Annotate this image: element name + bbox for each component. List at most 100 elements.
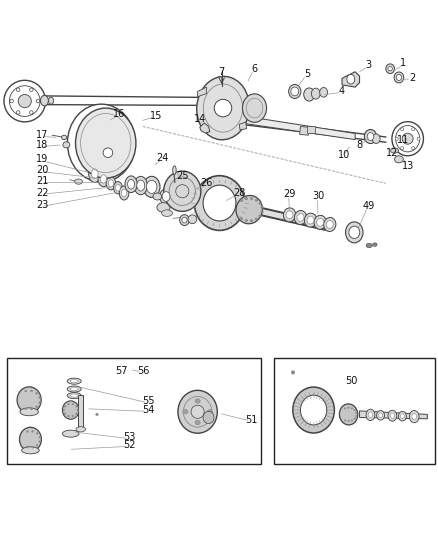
Ellipse shape [27, 446, 28, 448]
Text: 19: 19 [36, 154, 48, 164]
Ellipse shape [48, 97, 53, 104]
Text: 26: 26 [200, 179, 212, 188]
Ellipse shape [20, 408, 38, 416]
Ellipse shape [346, 75, 354, 84]
Ellipse shape [339, 404, 357, 425]
Text: 49: 49 [361, 201, 374, 211]
Ellipse shape [177, 390, 217, 433]
Ellipse shape [292, 387, 334, 433]
Ellipse shape [260, 211, 263, 213]
Ellipse shape [67, 378, 81, 384]
Ellipse shape [244, 198, 247, 200]
Ellipse shape [70, 379, 78, 383]
Ellipse shape [127, 180, 134, 189]
Ellipse shape [39, 441, 41, 442]
Ellipse shape [343, 408, 345, 409]
Ellipse shape [62, 430, 79, 437]
Ellipse shape [62, 401, 79, 419]
Ellipse shape [350, 408, 352, 409]
Ellipse shape [125, 176, 137, 192]
Text: 52: 52 [123, 440, 136, 450]
Ellipse shape [32, 447, 33, 448]
Ellipse shape [254, 218, 257, 220]
Text: 55: 55 [142, 396, 155, 406]
Ellipse shape [137, 180, 145, 191]
Ellipse shape [236, 196, 262, 224]
Ellipse shape [366, 133, 373, 141]
Ellipse shape [347, 421, 349, 422]
Ellipse shape [378, 413, 381, 418]
Ellipse shape [100, 175, 106, 183]
Ellipse shape [345, 222, 362, 243]
Text: 50: 50 [345, 376, 357, 386]
Ellipse shape [75, 406, 77, 407]
Ellipse shape [21, 447, 39, 454]
Text: 30: 30 [311, 191, 324, 201]
Ellipse shape [29, 111, 33, 114]
Ellipse shape [290, 370, 294, 374]
Ellipse shape [75, 413, 77, 415]
Text: 21: 21 [36, 176, 48, 186]
Ellipse shape [306, 216, 313, 224]
Ellipse shape [67, 415, 69, 417]
Ellipse shape [396, 75, 401, 80]
Ellipse shape [77, 409, 78, 411]
Ellipse shape [323, 217, 335, 231]
Ellipse shape [179, 215, 189, 225]
Ellipse shape [40, 95, 48, 106]
Ellipse shape [376, 410, 384, 420]
Ellipse shape [63, 409, 64, 411]
Ellipse shape [194, 399, 200, 403]
Ellipse shape [389, 413, 394, 418]
Ellipse shape [172, 166, 176, 175]
Ellipse shape [67, 104, 135, 182]
Ellipse shape [36, 433, 38, 434]
Text: 5: 5 [303, 69, 309, 79]
Ellipse shape [207, 409, 212, 414]
Ellipse shape [242, 94, 266, 122]
Ellipse shape [365, 409, 374, 421]
Text: 1: 1 [399, 59, 406, 68]
Ellipse shape [296, 214, 303, 221]
Text: 29: 29 [283, 189, 295, 199]
Ellipse shape [152, 193, 161, 200]
Ellipse shape [325, 221, 332, 229]
Ellipse shape [103, 148, 113, 158]
Ellipse shape [161, 210, 172, 216]
Ellipse shape [16, 88, 20, 92]
Ellipse shape [399, 414, 403, 418]
Ellipse shape [355, 415, 357, 417]
Ellipse shape [311, 88, 319, 99]
Ellipse shape [18, 94, 31, 108]
Ellipse shape [10, 99, 13, 103]
Ellipse shape [4, 80, 46, 122]
Ellipse shape [70, 387, 78, 391]
Ellipse shape [258, 215, 261, 217]
Ellipse shape [290, 87, 298, 96]
Text: 8: 8 [356, 140, 362, 150]
Ellipse shape [30, 390, 32, 392]
Ellipse shape [304, 213, 316, 227]
Ellipse shape [300, 395, 326, 425]
Bar [306, 126, 314, 133]
Ellipse shape [35, 406, 38, 408]
Ellipse shape [91, 169, 98, 179]
Ellipse shape [250, 220, 252, 222]
Ellipse shape [143, 176, 159, 197]
Ellipse shape [385, 64, 394, 74]
Text: 56: 56 [136, 366, 149, 376]
Ellipse shape [260, 206, 263, 208]
Polygon shape [299, 126, 308, 135]
Ellipse shape [119, 186, 129, 200]
Ellipse shape [64, 406, 66, 407]
Ellipse shape [19, 427, 41, 451]
Ellipse shape [64, 413, 66, 415]
Text: 23: 23 [36, 200, 48, 210]
Polygon shape [199, 123, 209, 133]
Ellipse shape [214, 99, 231, 117]
Ellipse shape [95, 413, 98, 416]
Ellipse shape [32, 431, 33, 432]
Ellipse shape [67, 386, 81, 392]
Polygon shape [247, 205, 324, 229]
Text: 12: 12 [385, 148, 398, 158]
